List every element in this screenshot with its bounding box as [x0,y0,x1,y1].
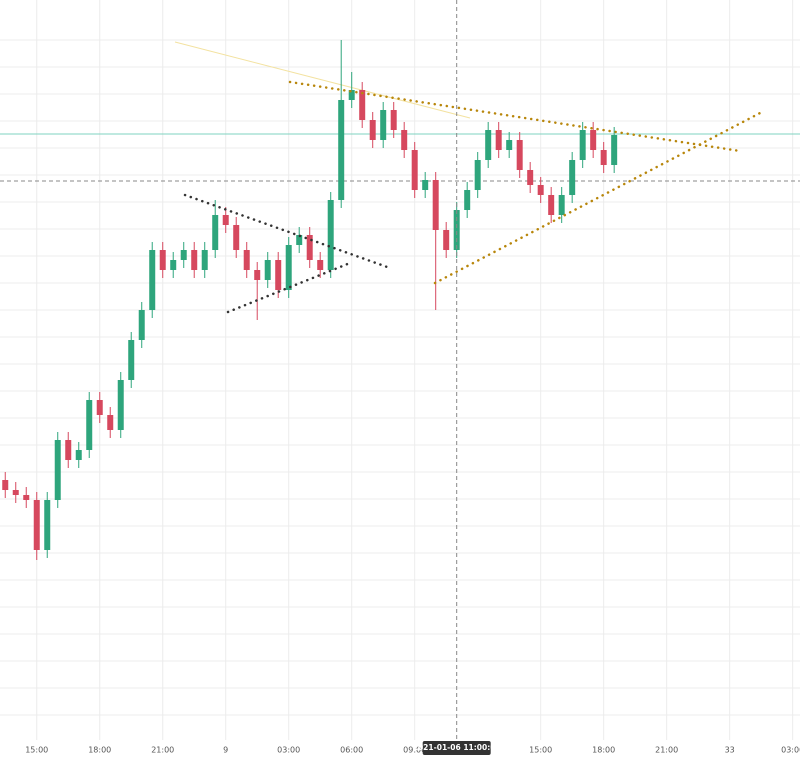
x-tick-label: 03:00 [277,746,300,755]
candle-body [369,120,376,140]
crosshair-label: 2021-01-06 11:00:00 [413,743,501,752]
candle-body [128,340,135,380]
candle-body [54,440,61,500]
candle-body [411,150,418,190]
candle-body [443,230,450,250]
pattern-line [288,80,742,153]
x-tick-label: 21:00 [151,746,174,755]
candle-body [44,500,51,550]
candle-body [548,195,555,215]
candle-body [611,135,618,165]
candle-body [285,245,292,290]
candle-body [464,190,471,210]
candle-body [338,100,345,200]
candle-body [212,215,219,250]
candle-body [401,130,408,150]
candle-body [474,160,481,190]
x-tick-label: 33 [725,746,735,755]
candle-body [600,150,607,165]
candle-body [23,495,30,500]
x-tick-label: 03:00 [781,746,800,755]
pattern-line [433,110,764,285]
candle-body [558,195,565,215]
x-axis-band [0,740,800,760]
candle-body [422,180,429,190]
x-tick-label: 15:00 [25,746,48,755]
candle-body [170,260,177,270]
candle-body [579,130,586,160]
candle-body [2,480,9,490]
candle-body [180,250,187,260]
candle-body [96,400,103,415]
candle-body [569,160,576,195]
candle-body [317,260,324,270]
candle-body [138,310,145,340]
candle-body [159,250,166,270]
candle-body [348,90,355,100]
pattern-line [226,261,352,314]
candle-body [75,450,82,460]
crosshair-label-box [422,741,491,755]
candle-body [359,90,366,120]
candle-body [327,200,334,270]
candle-body [537,185,544,195]
candle-body [33,500,40,550]
candle-body [306,235,313,260]
candle-body [527,170,534,185]
candle-body [275,260,282,290]
candle-body [149,250,156,310]
x-tick-label: 21:00 [655,746,678,755]
drawings [183,80,764,314]
candle-body [495,130,502,150]
x-tick-label: 15:00 [529,746,552,755]
x-tick-label: 18:00 [592,746,615,755]
candle-body [485,130,492,160]
candle-body [516,140,523,170]
candle-body [191,250,198,270]
candle-body [254,270,261,280]
candle-body [506,140,513,150]
candle-body [65,440,72,460]
candle-body [12,490,19,495]
candle-body [390,110,397,130]
x-tick-label: 06:00 [340,746,363,755]
candle-body [222,215,229,225]
candle-body [201,250,208,270]
x-tick-label: 9 [223,746,228,755]
horizontal-grid [0,39,800,716]
candle-body [296,235,303,245]
candle-body [264,260,271,280]
candle-body [590,130,597,150]
x-tick-label: 09:00 [403,746,426,755]
candle-body [107,415,114,430]
candle-body [86,400,93,450]
candle-body [380,110,387,140]
trend-line [174,41,471,119]
candle-body [453,210,460,250]
candle-body [233,225,240,250]
pattern-line [183,193,392,270]
candle-body [432,180,439,230]
candle-body [117,380,124,430]
x-tick-label: 18:00 [88,746,111,755]
candle-body [243,250,250,270]
